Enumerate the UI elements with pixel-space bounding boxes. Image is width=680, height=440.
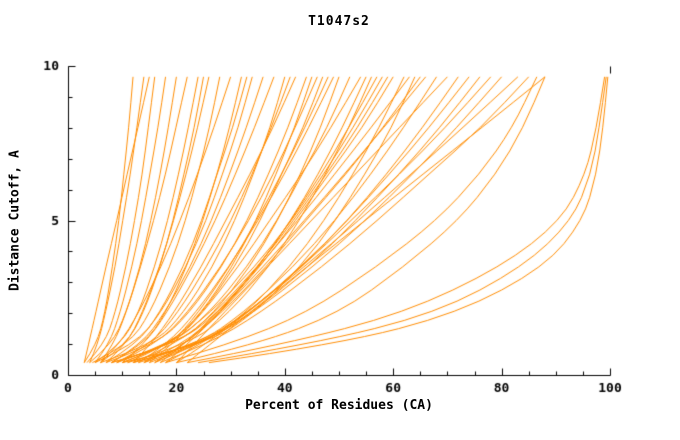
x-axis-label: Percent of Residues (CA) bbox=[245, 398, 433, 413]
y-axis-label: Distance Cutoff, A bbox=[7, 150, 23, 291]
chart-title: T1047s2 bbox=[308, 14, 370, 29]
